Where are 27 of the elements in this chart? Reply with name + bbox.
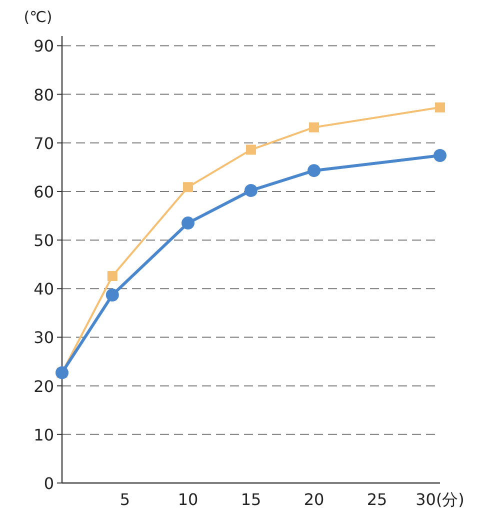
- y-tick-label: 20: [34, 376, 54, 396]
- y-tick-label: 10: [34, 425, 54, 444]
- y-tick-label: 70: [34, 134, 54, 153]
- x-tick-label: 15: [240, 490, 262, 509]
- y-tick-label: 90: [34, 36, 54, 56]
- y-tick-label: 50: [34, 231, 54, 250]
- y-tick-label: 60: [34, 182, 54, 202]
- point: [183, 182, 193, 192]
- point: [435, 102, 445, 112]
- point: [182, 216, 194, 230]
- point: [106, 288, 119, 302]
- point: [246, 144, 256, 155]
- x-tick-label: 5: [120, 490, 130, 509]
- point: [308, 164, 320, 178]
- y-tick-label: 30: [34, 328, 54, 348]
- y-axis-title: (℃): [24, 8, 52, 26]
- x-tick-label: 20: [304, 490, 324, 509]
- point: [107, 271, 118, 282]
- y-tick-label: 40: [34, 280, 54, 299]
- x-tick-label: 10: [178, 490, 198, 509]
- x-tick-label: 25: [366, 490, 388, 509]
- point: [244, 184, 258, 198]
- y-tick-label: 0: [44, 474, 54, 493]
- point: [434, 149, 446, 162]
- x-tick-label: 30(分): [416, 490, 464, 509]
- point: [309, 122, 319, 132]
- y-tick-label: 80: [34, 85, 54, 104]
